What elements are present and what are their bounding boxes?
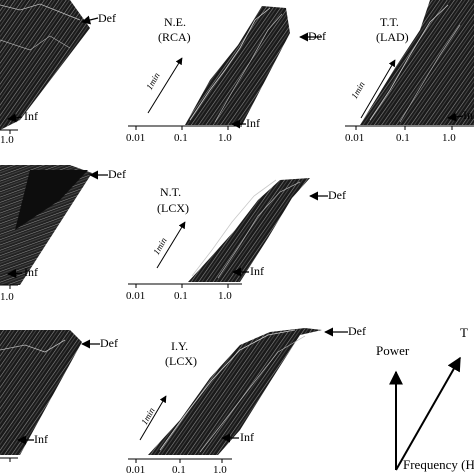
spectrum-surface-r1c1: [0, 0, 90, 130]
time-arrow-r2c2: [156, 221, 186, 269]
patient-label-r2c2: N.T.: [160, 185, 182, 199]
inf-label-r3c2: Inf: [240, 430, 254, 444]
tick-r1c2-0: 0.01: [126, 132, 146, 144]
inf-label-r1c1: Inf: [24, 109, 38, 123]
time-axis-arrow: [395, 356, 461, 471]
patient-label-r1c2: N.E.: [164, 15, 186, 29]
tick-r1c2-1: 0.1: [174, 132, 188, 144]
legend-frequency-label: Frequency (H: [403, 457, 474, 472]
time-arrow-r1c3: [360, 59, 396, 119]
artery-label-r2c2: (LCX): [157, 201, 189, 215]
inf-label-r1c3: Inf: [463, 108, 474, 122]
def-label-r1c2: Def: [308, 29, 326, 43]
spectrum-surface-r1c2: [185, 6, 290, 125]
inf-label-r3c1: Inf: [34, 432, 48, 446]
artery-label-r1c3: (LAD): [376, 30, 409, 44]
tick-r3c2-0: 0.01: [126, 464, 146, 476]
tick-r3c2-2: 1.0: [213, 464, 227, 476]
artery-label-r3c2: (LCX): [165, 354, 197, 368]
patient-label-r3c2: I.Y.: [171, 339, 189, 353]
def-label-r2c1: Def: [108, 167, 126, 181]
inf-label-r2c1: Inf: [24, 265, 38, 279]
tick-r1c3-0: 0.01: [345, 132, 365, 144]
tick-r2c2-1: 0.1: [174, 290, 188, 302]
tick-r1c3-1: 0.1: [396, 132, 410, 144]
tick-r2c2-0: 0.01: [126, 290, 146, 302]
inf-label-r2c2: Inf: [250, 264, 264, 278]
legend-time-label: T: [460, 325, 468, 340]
spectrum-surface-r3c1: [0, 330, 82, 455]
pointer-arrows: [7, 15, 464, 445]
tick-r1c3-2: 1.0: [442, 132, 456, 144]
def-label-r2c2: Def: [328, 188, 346, 202]
spectrum-surface-r1c3: [360, 0, 474, 125]
spectrum-surface-r3c2: [148, 328, 322, 455]
tick-r2c2-2: 1.0: [218, 290, 232, 302]
legend-power-label: Power: [376, 343, 410, 358]
spectrum-surface-r2c2: [188, 178, 310, 282]
patient-label-r1c3: T.T.: [380, 15, 399, 29]
artery-label-r1c2: (RCA): [158, 30, 191, 44]
tick-r1c2-2: 1.0: [218, 132, 232, 144]
time-arrow-r1c2: [147, 57, 183, 114]
def-label-r3c1: Def: [100, 336, 118, 350]
tick-r2c1: 1.0: [0, 291, 14, 303]
tick-r3c2-1: 0.1: [172, 464, 186, 476]
def-label-r1c1: Def: [98, 11, 116, 25]
time-arrow-r3c2: [139, 395, 167, 441]
axis-legend: [389, 356, 461, 471]
inf-label-r1c2: Inf: [246, 116, 260, 130]
spectrum-surface-r2c1: [0, 165, 92, 285]
tick-r1c1: 1.0: [0, 134, 14, 146]
def-label-r3c2: Def: [348, 324, 366, 338]
